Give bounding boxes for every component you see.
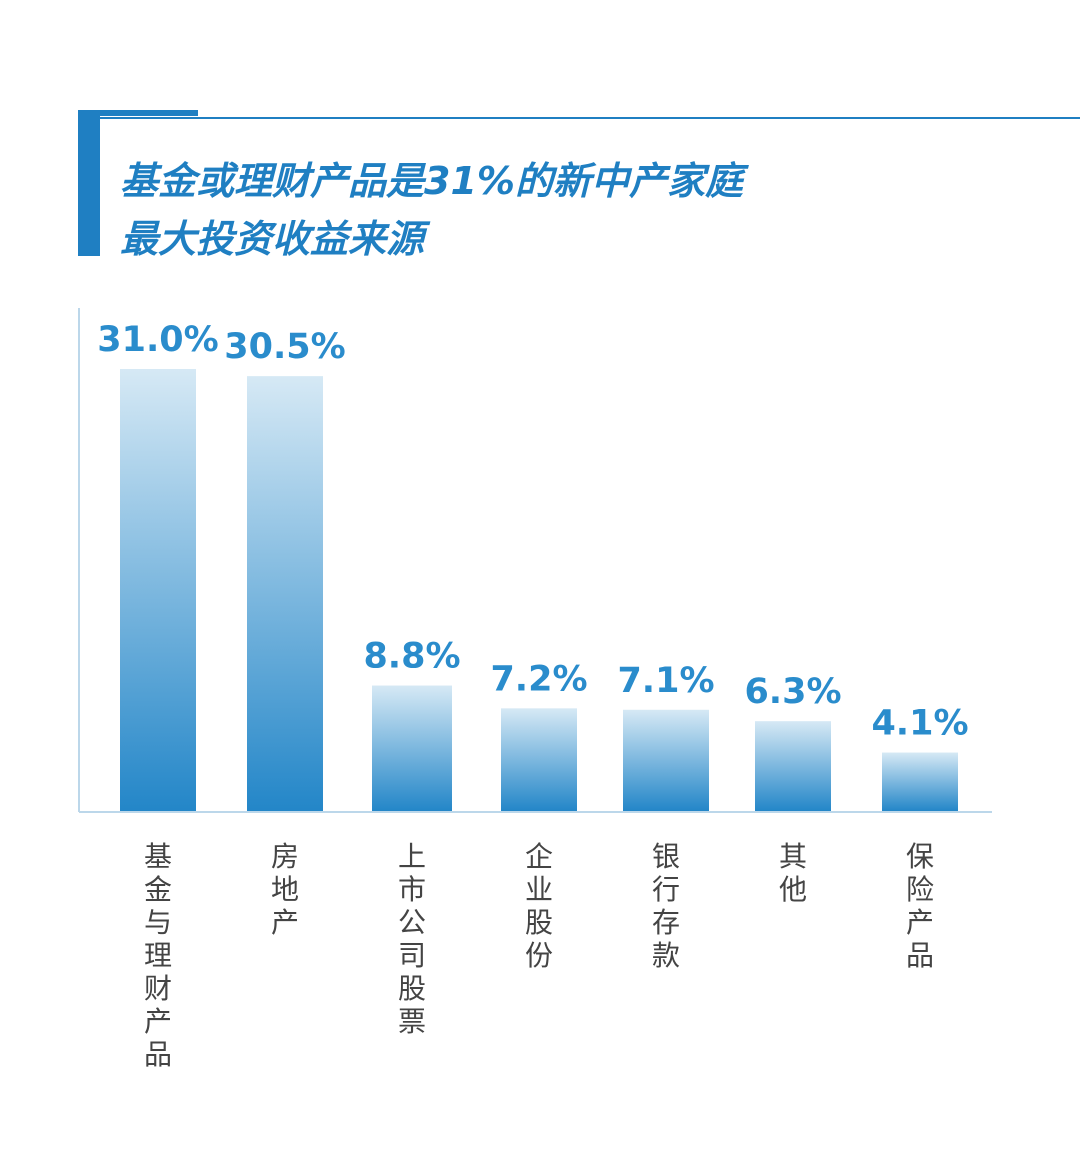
category-label-7: 保险产品 — [905, 840, 934, 972]
bar-1 — [120, 369, 196, 811]
value-label-3: 8.8% — [363, 637, 460, 677]
value-label-6: 6.3% — [744, 672, 841, 712]
bar-7 — [882, 752, 958, 811]
value-label-5: 7.1% — [617, 661, 714, 701]
value-label-4: 7.2% — [490, 659, 587, 699]
title-block: 基金或理财产品是31%的新中产家庭 最大投资收益来源 — [78, 110, 1080, 261]
chart-title-line-1: 基金或理财产品是31%的新中产家庭 — [120, 159, 743, 203]
bar-5 — [623, 709, 709, 811]
title-accent-bar — [78, 110, 100, 256]
bar-4 — [501, 708, 577, 811]
title-top-accent — [78, 110, 198, 116]
value-label-7: 4.1% — [871, 704, 968, 744]
bar-3 — [372, 685, 452, 811]
value-labels: 31.0% 30.5% 8.8% 7.2% 7.1% 6.3% 4.1% — [97, 320, 968, 744]
category-label-6: 其他 — [778, 840, 807, 906]
chart-title: 基金或理财产品是31%的新中产家庭 最大投资收益来源 — [120, 152, 1020, 268]
bar-2 — [247, 376, 323, 811]
category-label-1: 基金与理财产品 — [143, 840, 172, 1071]
bar-6 — [755, 721, 831, 811]
category-label-3: 上市公司股票 — [397, 840, 426, 1038]
value-label-1: 31.0% — [97, 320, 218, 360]
chart-title-line-2: 最大投资收益来源 — [120, 217, 425, 261]
bar-series — [120, 369, 958, 811]
category-label-4: 企业股份 — [524, 840, 553, 972]
category-label-5: 银行存款 — [651, 840, 680, 972]
value-label-2: 30.5% — [224, 327, 345, 367]
title-top-rule — [78, 117, 1080, 119]
category-label-2: 房地产 — [270, 840, 299, 939]
